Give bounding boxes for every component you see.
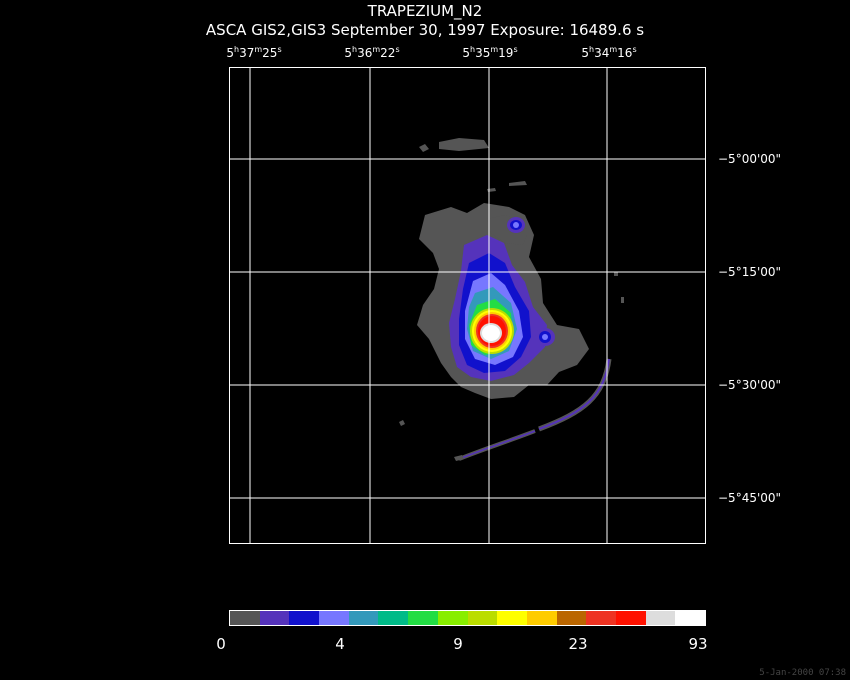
colorbar-segment-15 (675, 611, 705, 625)
dec-label-2: −5°15'00" (718, 265, 782, 279)
ra-label-2: 5h36m22s (344, 45, 400, 60)
colorbar-label-23: 23 (568, 635, 588, 653)
colorbar-segment-7 (437, 611, 468, 625)
timestamp: 5-Jan-2000 07:38 (759, 668, 846, 678)
ra-label-3: 5h35m19s (462, 45, 518, 60)
colorbar-label-4: 4 (335, 635, 345, 653)
xray-image-plot (229, 67, 706, 544)
color-scale-bar (229, 610, 706, 626)
ra-label-4: 5h34m16s (581, 45, 637, 60)
image-subtitle: ASCA GIS2,GIS3 September 30, 1997 Exposu… (205, 21, 645, 39)
colorbar-label-93: 93 (688, 635, 708, 653)
colorbar-segment-0 (230, 611, 260, 625)
colorbar-segment-1 (259, 611, 290, 625)
colorbar-segment-14 (645, 611, 676, 625)
colorbar-segment-4 (348, 611, 379, 625)
image-title: TRAPEZIUM_N2 (367, 2, 483, 20)
dec-label-4: −5°45'00" (718, 491, 782, 505)
colorbar-segment-6 (408, 611, 438, 625)
colorbar-segment-12 (586, 611, 616, 625)
colorbar-label-0: 0 (216, 635, 226, 653)
coordinate-grid (229, 67, 706, 544)
colorbar-segment-8 (467, 611, 498, 625)
colorbar-segment-3 (319, 611, 349, 625)
colorbar-segment-2 (289, 611, 320, 625)
xray-source-emission (399, 138, 624, 461)
colorbar-label-9: 9 (453, 635, 463, 653)
colorbar-segment-5 (378, 611, 409, 625)
colorbar-segment-10 (526, 611, 557, 625)
colorbar-segment-13 (615, 611, 646, 625)
colorbar-segment-11 (556, 611, 587, 625)
dec-label-3: −5°30'00" (718, 378, 782, 392)
dec-label-1: −5°00'00" (718, 152, 782, 166)
colorbar-segment-9 (497, 611, 527, 625)
ra-label-1: 5h37m25s (226, 45, 282, 60)
